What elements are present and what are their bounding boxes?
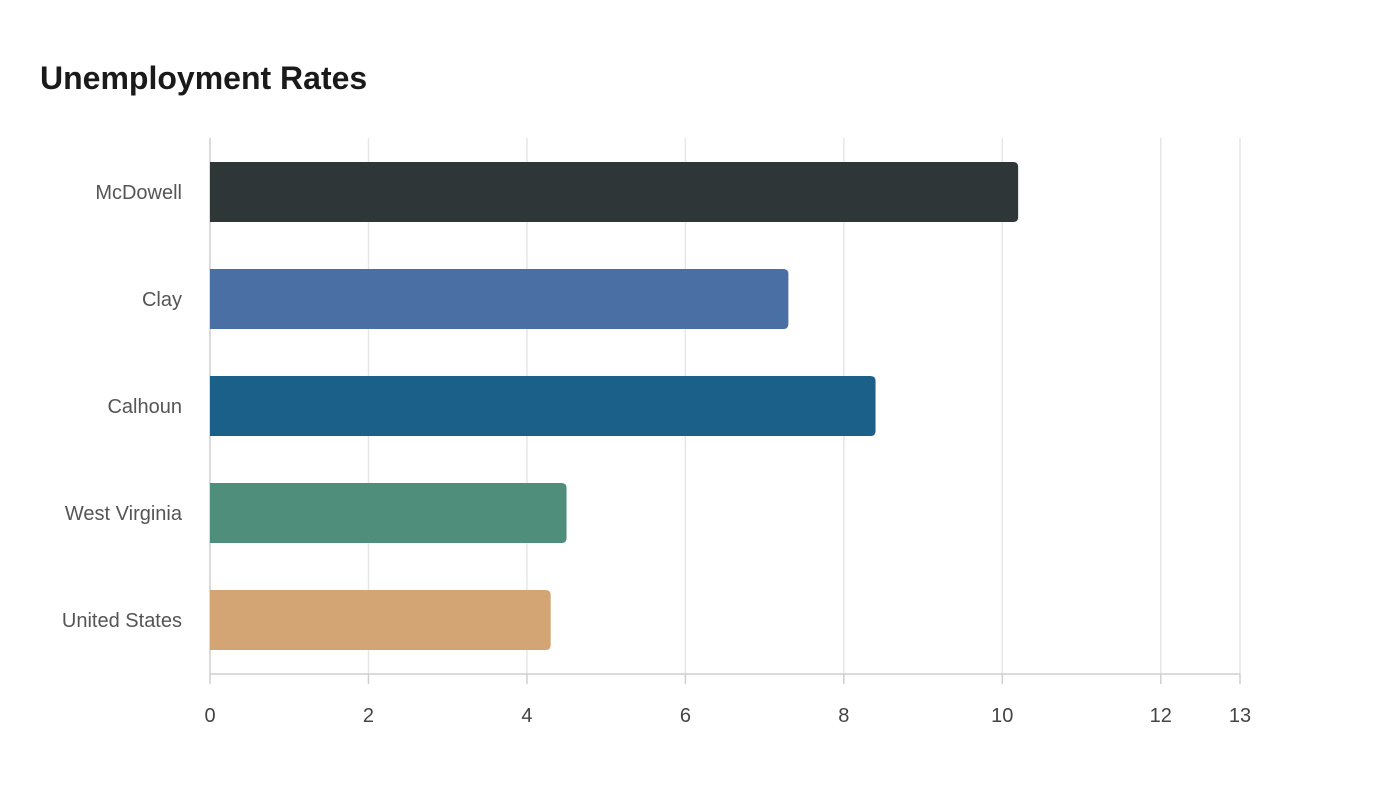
bar-mcdowell [210, 162, 1019, 222]
x-tick-label: 8 [838, 705, 849, 727]
bar-united-states [210, 590, 551, 650]
x-tick-label: 2 [363, 705, 374, 727]
category-label: Clay [142, 289, 182, 311]
category-label: West Virginia [65, 503, 183, 525]
category-label: McDowell [95, 182, 182, 204]
x-tick-label: 4 [521, 705, 532, 727]
x-tick-label: 12 [1150, 705, 1172, 727]
x-tick-label: 10 [991, 705, 1013, 727]
category-label: United States [62, 610, 182, 632]
category-label: Calhoun [107, 396, 182, 418]
x-tick-label: 13 [1229, 705, 1251, 727]
bar-clay [210, 269, 789, 329]
x-tick-label: 6 [680, 705, 691, 727]
bar-west-virginia [210, 483, 567, 543]
bar-calhoun [210, 376, 876, 436]
x-tick-label: 0 [204, 705, 215, 727]
chart-title: Unemployment Rates [40, 60, 368, 96]
